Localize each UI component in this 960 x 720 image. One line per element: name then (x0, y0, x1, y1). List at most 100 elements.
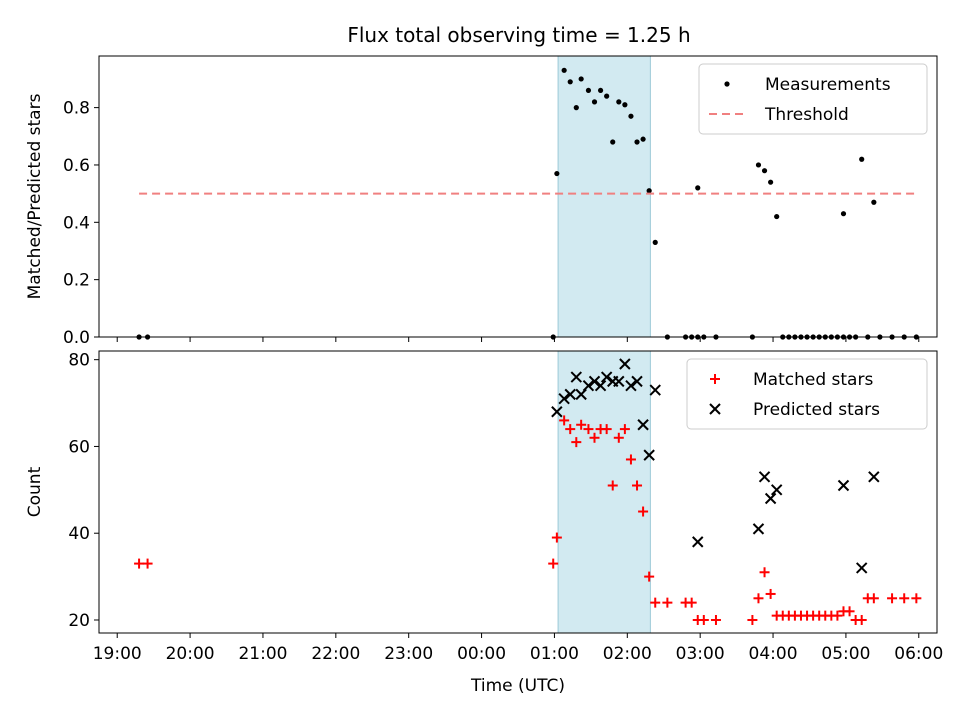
predicted-star-point (613, 375, 625, 388)
measurement-point (871, 199, 877, 205)
matched-star-point (911, 593, 922, 604)
predicted-star-point-b (600, 371, 613, 383)
predicted-star-point (637, 419, 649, 431)
predicted-star-point (625, 380, 637, 392)
top-axes: 0.0 0.2 0.4 0.6 0.8 Matched/Predicted stars Me… (25, 55, 938, 348)
matched-star-point (632, 480, 643, 491)
measurement-point (859, 156, 865, 162)
measurement-point (640, 136, 646, 142)
matched-star-point (571, 437, 582, 448)
y-tick-label: 0.2 (63, 271, 90, 291)
measurement-point (604, 93, 610, 99)
measurement-point (768, 179, 774, 185)
predicted-star-point (631, 375, 643, 388)
x-tick-label: 01:00 (530, 644, 579, 664)
figure-title: Flux total observing time = 1.25 h (347, 23, 690, 47)
matched-star-point (832, 610, 843, 621)
matched-star-point (576, 419, 587, 430)
matched-star-point (899, 593, 910, 604)
y-tick-label: 0.6 (63, 156, 90, 176)
y-tick-label: 40 (68, 524, 90, 544)
predicted-star-point-b (625, 380, 637, 392)
measurement-point (567, 79, 573, 85)
predicted-star-point-b (637, 419, 649, 431)
matched-star-point (887, 593, 898, 604)
predicted-star-point-b (764, 492, 777, 505)
legend-box (686, 358, 928, 430)
legend-label: Matched stars (753, 370, 873, 390)
predicted-star-point-b (594, 380, 607, 392)
predicted-star-point-b (758, 471, 771, 483)
bottom-axes: 20 40 60 80 19:00 20:00 21:00 22:00 23:00 00:00 01… (25, 350, 943, 696)
measurement-point (597, 87, 604, 94)
predicted-star-point-b (837, 479, 850, 492)
predicted-star-point (643, 449, 655, 461)
measurement-point (591, 99, 598, 105)
x-tick-label: 05:00 (821, 644, 870, 664)
predicted-star-point-b (570, 371, 583, 383)
matched-star-point (134, 558, 145, 569)
predicted-star-point (600, 371, 613, 383)
legend-label: Predicted stars (753, 400, 880, 420)
x-tick-label: 03:00 (676, 644, 725, 664)
predicted-star-point (837, 479, 850, 492)
matched-star-point (686, 597, 697, 608)
x-tick-label: 20:00 (166, 644, 215, 664)
y-tick-label: 0.4 (63, 213, 90, 233)
predicted-star-point-b (752, 523, 765, 535)
measurement-point (646, 188, 652, 194)
measurement-point (622, 102, 628, 108)
measurement-point (554, 170, 560, 177)
predicted-star-point-b (619, 358, 631, 370)
matched-star-point (753, 593, 764, 604)
y-tick-label: 60 (68, 437, 90, 457)
predicted-star-point-b (564, 388, 576, 401)
matched-star-point (765, 588, 776, 599)
measurement-point (578, 76, 584, 82)
x-tick-label: 23:00 (384, 644, 433, 664)
measurement-point (761, 168, 768, 174)
predicted-star-point (619, 358, 631, 370)
matched-star-point (650, 597, 661, 608)
y-tick-label: 0.0 (63, 328, 90, 348)
matched-star-point (565, 424, 576, 435)
matched-star-point (662, 597, 673, 608)
predicted-star-point-b (855, 562, 868, 574)
y-tick-label: 80 (68, 351, 90, 371)
x-tick-label: 22:00 (311, 644, 360, 664)
matched-star-point (613, 432, 624, 443)
predicted-star-point (558, 393, 570, 405)
predicted-star-point-b (613, 375, 625, 388)
legend-label: Measurements (765, 75, 891, 95)
predicted-star-point (649, 384, 661, 396)
matched-star-point (868, 593, 879, 604)
predicted-star-point-b (582, 380, 595, 392)
matched-star-point (583, 424, 594, 435)
predicted-star-point-b (588, 375, 601, 388)
y-tick-label: 0.8 (63, 99, 90, 119)
measurement-point (610, 139, 616, 145)
predicted-star-point (570, 371, 583, 383)
matched-star-point (856, 614, 867, 625)
x-tick-label: 00:00 (457, 644, 506, 664)
predicted-star-point (758, 471, 771, 483)
x-tick-label: 02:00 (603, 644, 652, 664)
matched-star-point (710, 614, 721, 625)
predicted-star-point (692, 536, 704, 548)
predicted-star-point (764, 492, 777, 505)
legend-box (698, 63, 928, 135)
measurement-point (561, 67, 567, 73)
measurement-point (616, 99, 622, 105)
x-axis-label: Time (UTC) (470, 676, 565, 696)
measurement-point (695, 185, 701, 191)
predicted-star-point (770, 484, 783, 496)
shaded-interval (557, 55, 651, 338)
predicted-star-point (564, 388, 576, 401)
matched-star-point (142, 558, 153, 569)
x-tick-label: 06:00 (894, 644, 943, 664)
matched-star-point (551, 532, 562, 543)
axes-frame (98, 350, 938, 634)
matched-star-point (759, 567, 770, 578)
matched-star-point (601, 424, 612, 435)
